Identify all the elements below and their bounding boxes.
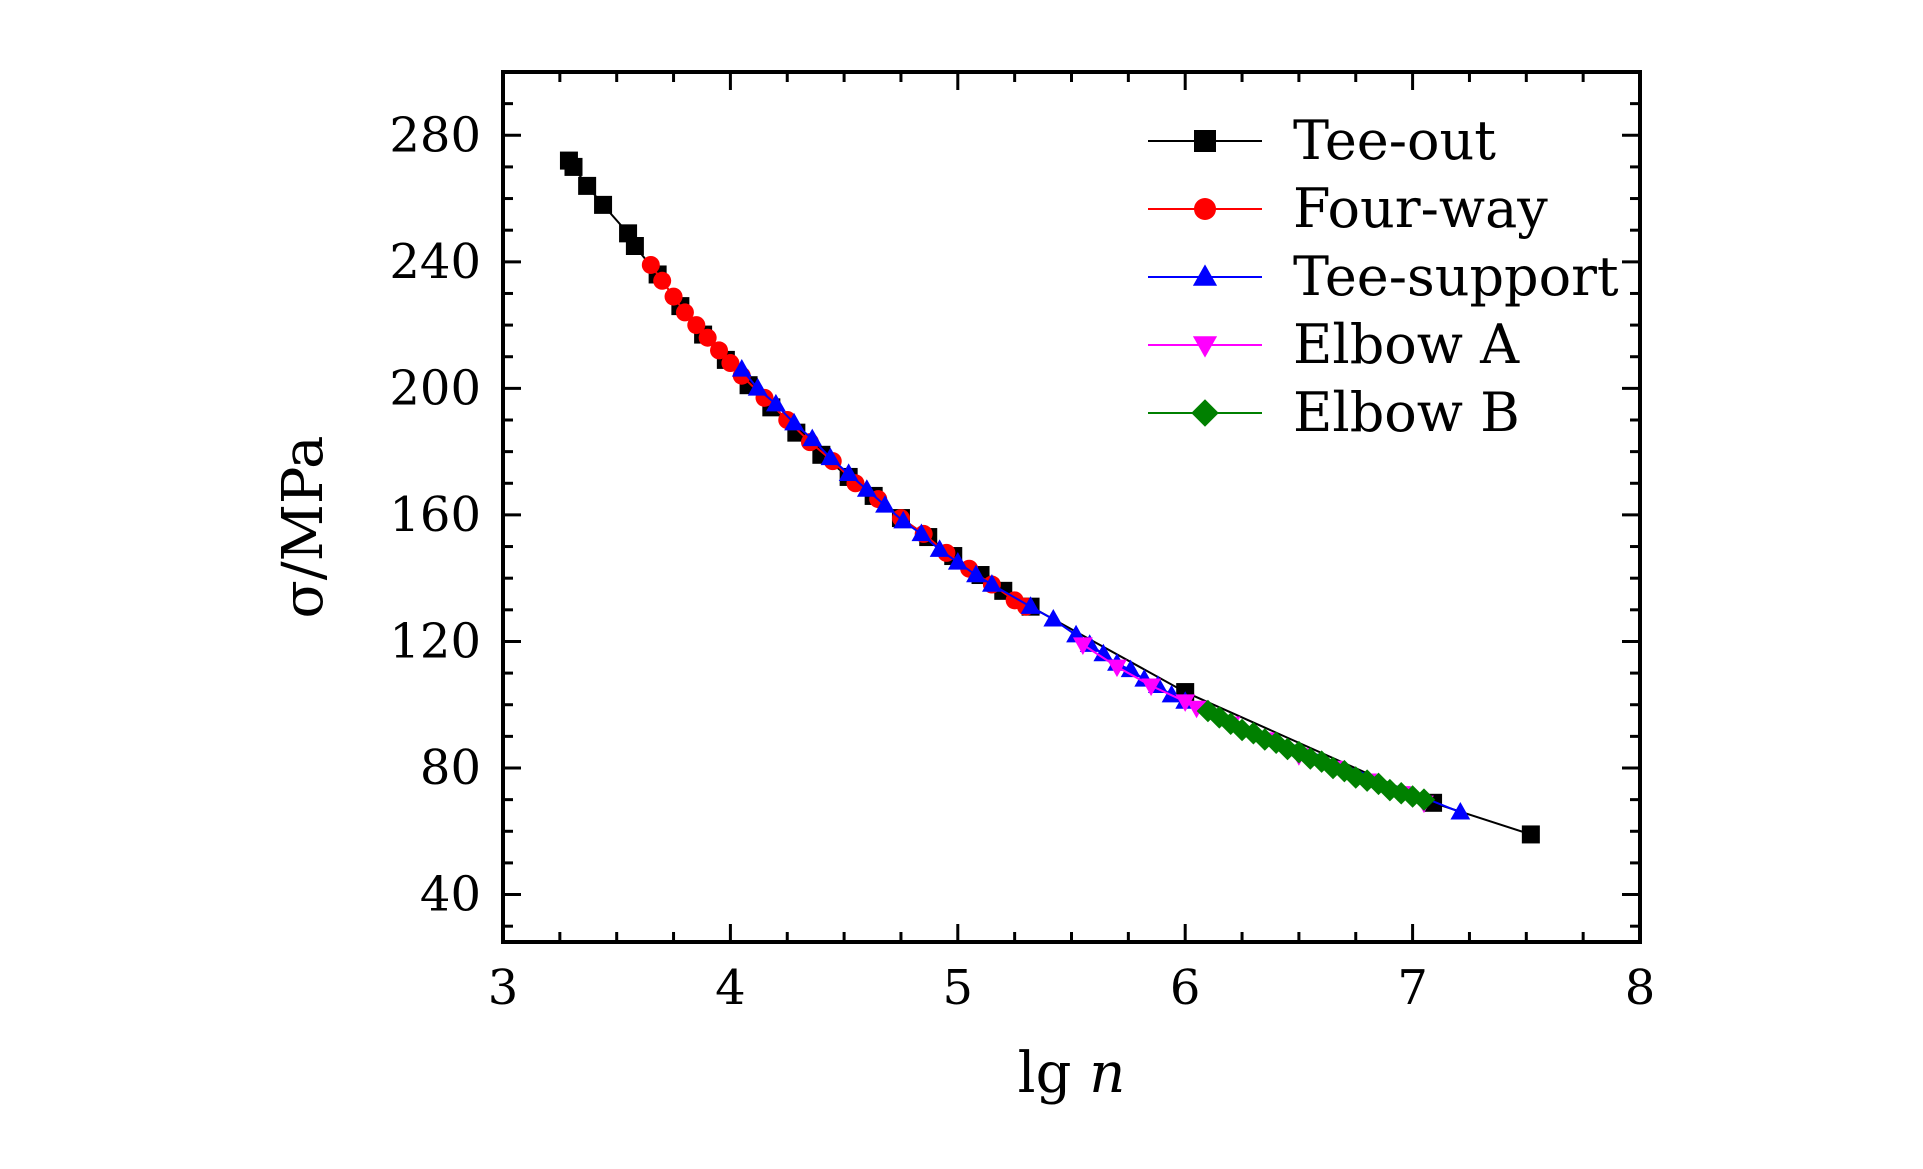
- legend-marker-four-way: [1194, 198, 1216, 220]
- point-elbow-a: [1072, 637, 1093, 655]
- point-tee-support: [875, 495, 895, 513]
- point-four-way: [710, 341, 729, 360]
- point-tee-out: [1521, 825, 1540, 844]
- legend-marker-tee-out: [1194, 130, 1216, 152]
- legend-item-elbow-b: Elbow B: [1148, 381, 1520, 444]
- point-elbow-a: [1107, 659, 1127, 678]
- series-line-four-way: [649, 264, 1027, 608]
- legend-item-tee-support: Tee-support: [1148, 245, 1619, 308]
- point-tee-support: [911, 523, 932, 542]
- plot-frame: [501, 70, 1642, 944]
- point-tee-support: [784, 412, 804, 431]
- point-four-way: [721, 354, 740, 373]
- legend-label: Four-way: [1293, 177, 1548, 240]
- point-tee-out: [564, 157, 583, 176]
- point-tee-support: [731, 359, 752, 377]
- point-four-way: [687, 316, 706, 335]
- point-tee-support: [929, 539, 950, 557]
- point-elbow-a: [1175, 694, 1196, 712]
- legend-marker-elbow-b: [1191, 399, 1219, 427]
- y-tick-label: 200: [389, 360, 481, 416]
- legend-item-elbow-a: Elbow A: [1148, 313, 1520, 376]
- y-tick-label: 120: [389, 613, 481, 669]
- point-tee-support: [1043, 608, 1064, 627]
- legend-item-four-way: Four-way: [1148, 177, 1548, 240]
- x-axis-title-main: lg: [1018, 1041, 1090, 1106]
- point-elbow-a: [1186, 700, 1207, 719]
- point-tee-out: [625, 237, 644, 255]
- point-tee-support: [765, 393, 786, 412]
- series-elbow-b: [1196, 699, 1436, 811]
- legend-label: Elbow A: [1293, 313, 1520, 376]
- legend-item-tee-out: Tee-out: [1148, 109, 1496, 172]
- x-tick-label: 5: [943, 960, 974, 1016]
- x-tick-label: 8: [1625, 960, 1656, 1016]
- legend-marker-elbow-a: [1192, 336, 1218, 358]
- point-four-way: [641, 255, 660, 274]
- legend-marker-tee-support: [1192, 264, 1218, 286]
- point-tee-support: [893, 510, 914, 529]
- legend-label: Tee-support: [1293, 245, 1619, 308]
- x-tick-label: 7: [1397, 960, 1428, 1016]
- y-tick-label: 80: [420, 740, 481, 796]
- point-tee-support: [982, 574, 1002, 592]
- point-tee-out: [594, 195, 613, 214]
- point-four-way: [675, 303, 694, 322]
- y-tick-label: 160: [389, 487, 481, 543]
- point-tee-out: [578, 176, 597, 195]
- point-tee-support: [747, 378, 768, 396]
- point-tee-support: [966, 564, 986, 583]
- point-tee-support: [1093, 643, 1114, 662]
- point-elbow-b: [1412, 788, 1436, 811]
- x-axis-title: lg n: [1018, 1041, 1126, 1106]
- point-four-way: [698, 328, 717, 347]
- point-tee-support: [947, 552, 968, 570]
- series-layer: [559, 151, 1540, 844]
- point-elbow-a: [1141, 678, 1161, 697]
- legend-label: Elbow B: [1293, 381, 1520, 444]
- y-tick-label: 280: [389, 107, 481, 163]
- tick-labels: 3 4 5 6 7 8 40 80 120 160 200 240 280: [389, 107, 1655, 1016]
- point-tee-support: [1450, 801, 1471, 820]
- point-tee-support: [820, 447, 841, 466]
- point-four-way: [653, 271, 672, 290]
- point-tee-support: [802, 428, 823, 447]
- legend-label: Tee-out: [1293, 109, 1496, 172]
- point-tee-support: [838, 463, 859, 481]
- y-axis-title: σ/MPa: [271, 436, 336, 619]
- point-four-way: [664, 287, 683, 306]
- point-tee-support: [1020, 596, 1041, 614]
- x-tick-label: 4: [715, 960, 746, 1016]
- x-tick-label: 6: [1170, 960, 1201, 1016]
- y-tick-label: 240: [389, 234, 481, 290]
- x-axis-title-var: n: [1089, 1041, 1125, 1106]
- y-tick-label: 40: [420, 867, 481, 923]
- series-four-way: [641, 255, 1036, 616]
- point-tee-support: [856, 479, 877, 497]
- x-tick-label: 3: [488, 960, 519, 1016]
